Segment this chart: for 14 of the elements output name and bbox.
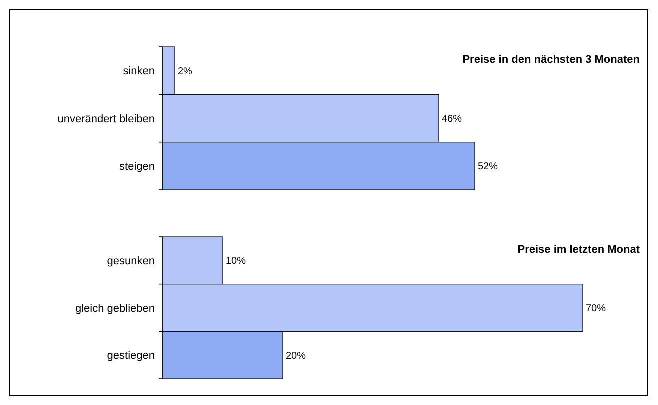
y-tick-label: gleich geblieben: [75, 302, 155, 315]
y-tick-label: gesunken: [107, 256, 155, 268]
data-label: 20%: [286, 350, 306, 362]
data-label: 10%: [226, 256, 246, 268]
data-label: 70%: [586, 304, 606, 314]
y-tick-label: gestiegen: [107, 350, 155, 362]
data-label: 2%: [178, 66, 193, 78]
y-tick-label: unverändert bleiben: [58, 113, 155, 126]
text: Preise in den nächsten 3 Monaten: [462, 54, 640, 66]
data-label: 46%: [442, 114, 462, 125]
y-tick-label: sinken: [123, 66, 155, 78]
data-label: 52%: [478, 162, 498, 173]
text: Preise im letzten Monat: [518, 244, 640, 256]
y-tick-label: steigen: [120, 161, 155, 174]
